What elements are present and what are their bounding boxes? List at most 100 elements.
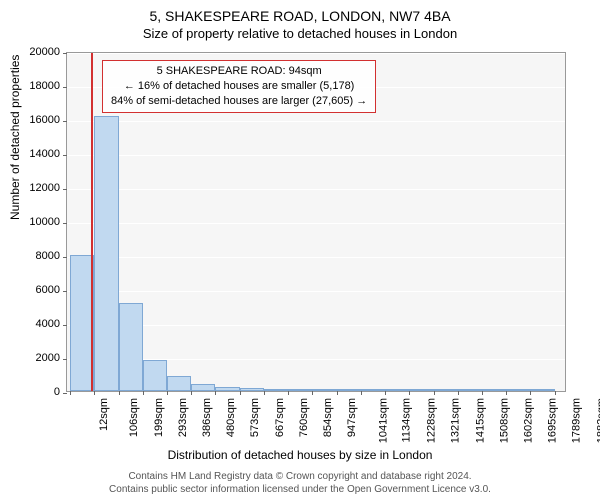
y-tick-mark bbox=[63, 53, 67, 54]
chart-subtitle: Size of property relative to detached ho… bbox=[0, 24, 600, 41]
histogram-bar bbox=[409, 389, 433, 391]
histogram-bar bbox=[191, 384, 215, 391]
x-tick-mark bbox=[288, 391, 289, 395]
x-tick-label: 854sqm bbox=[322, 398, 334, 437]
histogram-bar bbox=[361, 389, 385, 391]
x-tick-label: 1508sqm bbox=[498, 398, 510, 443]
y-tick-mark bbox=[63, 325, 67, 326]
x-tick-label: 1882sqm bbox=[595, 398, 600, 443]
histogram-bar bbox=[434, 389, 458, 391]
chart-footer: Contains HM Land Registry data © Crown c… bbox=[0, 471, 600, 496]
x-tick-label: 1415sqm bbox=[474, 398, 486, 443]
x-tick-mark bbox=[530, 391, 531, 395]
x-tick-label: 667sqm bbox=[274, 398, 286, 437]
x-tick-label: 480sqm bbox=[225, 398, 237, 437]
x-tick-mark bbox=[264, 391, 265, 395]
x-tick-mark bbox=[143, 391, 144, 395]
x-tick-label: 760sqm bbox=[298, 398, 310, 437]
gridline bbox=[67, 53, 565, 54]
y-tick-label: 6000 bbox=[10, 284, 60, 296]
y-tick-mark bbox=[63, 223, 67, 224]
chart-title-main: 5, SHAKESPEARE ROAD, LONDON, NW7 4BA bbox=[0, 0, 600, 24]
gridline bbox=[67, 155, 565, 156]
x-tick-label: 947sqm bbox=[346, 398, 358, 437]
y-tick-mark bbox=[63, 257, 67, 258]
y-tick-label: 0 bbox=[10, 386, 60, 398]
property-marker-line bbox=[91, 53, 93, 391]
y-tick-label: 16000 bbox=[10, 114, 60, 126]
annotation-line: 84% of semi-detached houses are larger (… bbox=[111, 94, 367, 109]
footer-line-1: Contains HM Land Registry data © Crown c… bbox=[0, 471, 600, 484]
x-tick-mark bbox=[482, 391, 483, 395]
y-tick-mark bbox=[63, 155, 67, 156]
histogram-bar bbox=[458, 389, 482, 391]
x-tick-label: 1228sqm bbox=[425, 398, 437, 443]
y-tick-mark bbox=[63, 393, 67, 394]
x-tick-mark bbox=[337, 391, 338, 395]
x-tick-label: 386sqm bbox=[201, 398, 213, 437]
annotation-line: 5 SHAKESPEARE ROAD: 94sqm bbox=[111, 64, 367, 79]
y-tick-label: 2000 bbox=[10, 352, 60, 364]
x-tick-mark bbox=[385, 391, 386, 395]
y-tick-mark bbox=[63, 87, 67, 88]
x-tick-mark bbox=[240, 391, 241, 395]
histogram-bar bbox=[337, 389, 361, 391]
gridline bbox=[67, 257, 565, 258]
histogram-bar bbox=[215, 387, 239, 391]
x-tick-mark bbox=[458, 391, 459, 395]
histogram-bar bbox=[288, 389, 312, 391]
y-tick-label: 14000 bbox=[10, 148, 60, 160]
histogram-bar bbox=[385, 389, 409, 391]
y-tick-label: 18000 bbox=[10, 80, 60, 92]
histogram-bar bbox=[264, 389, 288, 391]
histogram-bar bbox=[506, 389, 530, 391]
y-tick-label: 8000 bbox=[10, 250, 60, 262]
x-tick-label: 1321sqm bbox=[449, 398, 461, 443]
histogram-bar bbox=[482, 389, 506, 391]
y-tick-label: 10000 bbox=[10, 216, 60, 228]
footer-line-2: Contains public sector information licen… bbox=[0, 484, 600, 497]
x-tick-label: 106sqm bbox=[129, 398, 141, 437]
x-tick-label: 1789sqm bbox=[571, 398, 583, 443]
x-tick-label: 293sqm bbox=[177, 398, 189, 437]
histogram-bar bbox=[94, 116, 118, 391]
x-tick-mark bbox=[70, 391, 71, 395]
x-tick-label: 1695sqm bbox=[546, 398, 558, 443]
annotation-box: 5 SHAKESPEARE ROAD: 94sqm← 16% of detach… bbox=[102, 60, 376, 113]
x-tick-mark bbox=[555, 391, 556, 395]
x-tick-mark bbox=[191, 391, 192, 395]
x-tick-mark bbox=[409, 391, 410, 395]
histogram-bar bbox=[167, 376, 191, 391]
y-tick-mark bbox=[63, 189, 67, 190]
y-tick-mark bbox=[63, 359, 67, 360]
x-tick-label: 199sqm bbox=[153, 398, 165, 437]
x-tick-label: 1041sqm bbox=[377, 398, 389, 443]
y-tick-mark bbox=[63, 121, 67, 122]
histogram-bar bbox=[240, 388, 264, 391]
x-tick-mark bbox=[119, 391, 120, 395]
x-tick-mark bbox=[167, 391, 168, 395]
x-tick-mark bbox=[312, 391, 313, 395]
gridline bbox=[67, 121, 565, 122]
x-tick-mark bbox=[506, 391, 507, 395]
x-tick-label: 1602sqm bbox=[522, 398, 534, 443]
gridline bbox=[67, 223, 565, 224]
x-tick-mark bbox=[94, 391, 95, 395]
x-tick-mark bbox=[361, 391, 362, 395]
y-tick-mark bbox=[63, 291, 67, 292]
histogram-bar bbox=[530, 389, 554, 391]
gridline bbox=[67, 291, 565, 292]
x-axis-title: Distribution of detached houses by size … bbox=[0, 448, 600, 462]
y-tick-label: 12000 bbox=[10, 182, 60, 194]
histogram-bar bbox=[143, 360, 167, 391]
x-tick-label: 573sqm bbox=[250, 398, 262, 437]
y-tick-label: 20000 bbox=[10, 46, 60, 58]
x-tick-label: 1134sqm bbox=[400, 398, 412, 442]
histogram-bar bbox=[119, 303, 143, 391]
annotation-line: ← 16% of detached houses are smaller (5,… bbox=[111, 79, 367, 94]
y-tick-label: 4000 bbox=[10, 318, 60, 330]
gridline bbox=[67, 189, 565, 190]
histogram-bar bbox=[312, 389, 336, 391]
x-tick-mark bbox=[434, 391, 435, 395]
x-tick-mark bbox=[215, 391, 216, 395]
